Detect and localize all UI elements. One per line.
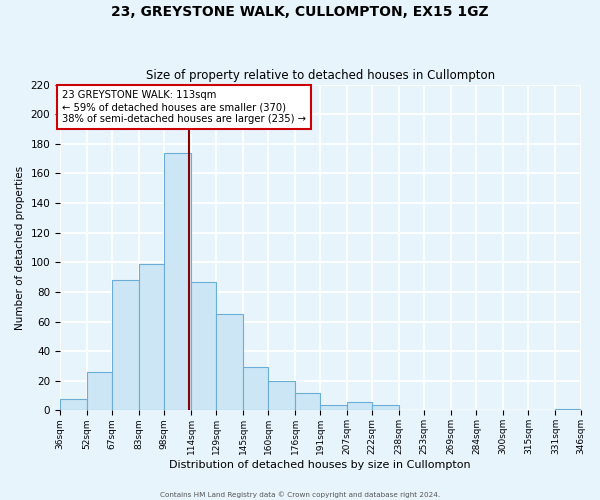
Bar xyxy=(139,264,164,410)
Bar xyxy=(556,409,580,410)
Text: 23 GREYSTONE WALK: 113sqm
← 59% of detached houses are smaller (370)
38% of semi: 23 GREYSTONE WALK: 113sqm ← 59% of detac… xyxy=(62,90,306,124)
Bar xyxy=(268,381,295,410)
Bar xyxy=(320,404,347,410)
Bar xyxy=(60,398,87,410)
Bar xyxy=(164,152,191,410)
Text: Contains HM Land Registry data © Crown copyright and database right 2024.: Contains HM Land Registry data © Crown c… xyxy=(160,492,440,498)
Text: 23, GREYSTONE WALK, CULLOMPTON, EX15 1GZ: 23, GREYSTONE WALK, CULLOMPTON, EX15 1GZ xyxy=(111,5,489,19)
Bar xyxy=(112,280,139,410)
Bar xyxy=(216,314,243,410)
Bar xyxy=(87,372,112,410)
Bar xyxy=(347,402,373,410)
X-axis label: Distribution of detached houses by size in Cullompton: Distribution of detached houses by size … xyxy=(169,460,471,470)
Bar xyxy=(295,392,320,410)
Bar xyxy=(191,282,216,410)
Bar xyxy=(243,368,268,410)
Title: Size of property relative to detached houses in Cullompton: Size of property relative to detached ho… xyxy=(146,69,495,82)
Bar xyxy=(373,404,399,410)
Y-axis label: Number of detached properties: Number of detached properties xyxy=(15,166,25,330)
